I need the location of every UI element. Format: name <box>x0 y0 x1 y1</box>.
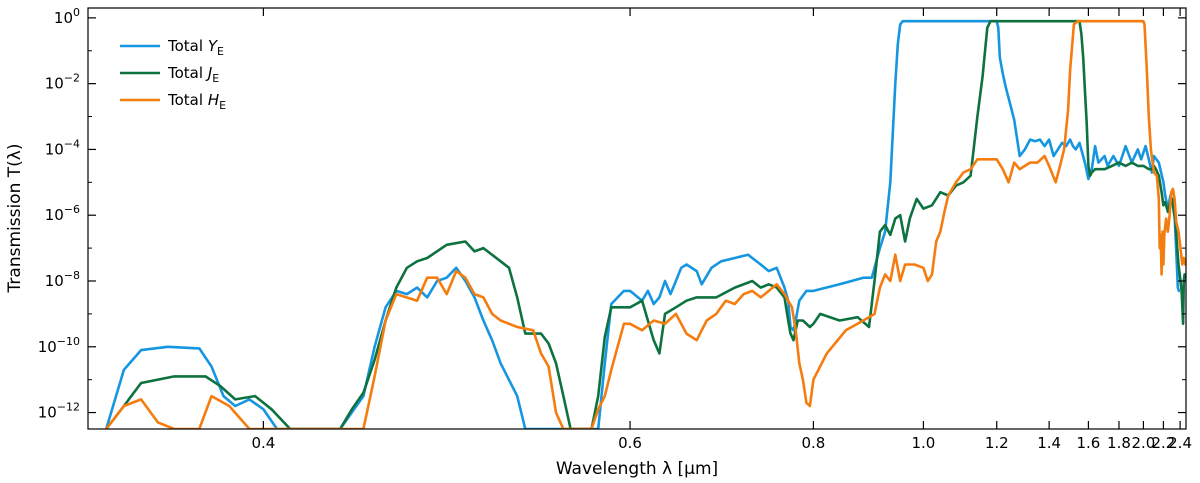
y-tick-label: 10−6 <box>45 203 80 224</box>
plot-frame <box>87 7 1187 430</box>
y-tick-label: 100 <box>54 6 80 27</box>
x-tick-label: 1.6 <box>1076 434 1100 452</box>
legend-label: Total HE <box>167 91 226 112</box>
x-tick-label: 0.6 <box>618 434 642 452</box>
x-axis: 0.4 0.6 0.8 1.0 1.2 1.4 1.6 1.8 2.02.22.4 <box>251 8 1192 452</box>
y-tick-label: 10−10 <box>38 335 80 356</box>
y-tick-label: 10−12 <box>38 401 80 422</box>
y-axis: 100 10−2 10−4 10−6 10−8 10−10 10−12 <box>38 6 1186 422</box>
series-group <box>104 19 1186 429</box>
legend: Total YE Total JE Total HE <box>120 37 226 112</box>
series-line-3 <box>104 19 1186 429</box>
series-line-2 <box>104 19 1186 429</box>
x-axis-label: Wavelength λ [μm] <box>556 459 718 479</box>
x-tick-label: 1.4 <box>1037 434 1061 452</box>
y-tick-label: 10−4 <box>45 137 80 158</box>
legend-label: Total YE <box>167 37 224 58</box>
x-tick-label: 1.2 <box>985 434 1009 452</box>
x-tick-label: 2.2 <box>1151 434 1175 452</box>
x-tick-label: 2.4 <box>1168 434 1192 452</box>
x-tick-label: 1.8 <box>1107 434 1131 452</box>
legend-label: Total JE <box>167 64 219 85</box>
x-tick-label: 0.4 <box>251 434 275 452</box>
y-axis-label: Transmission T(λ) <box>5 144 25 294</box>
series-line-1 <box>104 19 1181 429</box>
y-tick-label: 10−8 <box>45 269 80 290</box>
plot-area <box>87 7 1187 430</box>
x-tick-label: 0.8 <box>801 434 825 452</box>
y-tick-label: 10−2 <box>45 72 80 93</box>
x-tick-label: 1.0 <box>911 434 935 452</box>
x-tick-label: 2.0 <box>1131 434 1155 452</box>
